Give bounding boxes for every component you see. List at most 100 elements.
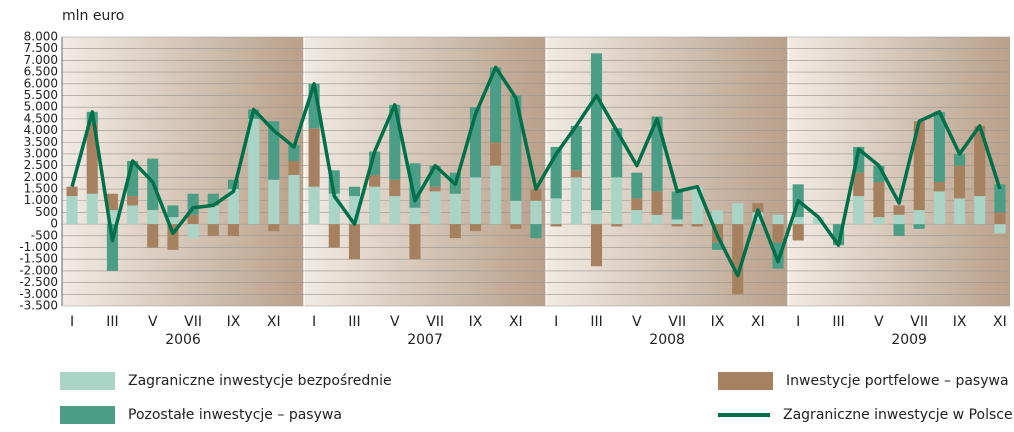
bar	[631, 210, 643, 225]
bar	[772, 224, 784, 243]
bar	[651, 214, 663, 225]
y-tick-label: 1.500	[24, 182, 58, 196]
y-tick-label: 5.500	[24, 88, 58, 102]
bar	[893, 224, 905, 236]
bar	[671, 191, 683, 220]
y-tick-label: 2.000	[24, 170, 58, 184]
bar	[86, 193, 98, 225]
bar	[530, 224, 542, 239]
bar	[772, 242, 784, 269]
legend-swatch	[60, 406, 115, 424]
year-label: 2009	[891, 332, 927, 348]
bar	[369, 186, 381, 225]
bar	[106, 210, 118, 225]
x-tick-label: III	[348, 314, 360, 330]
bar	[651, 116, 663, 192]
bar	[348, 224, 361, 260]
y-tick-label: 4.000	[24, 123, 58, 137]
bar	[127, 205, 139, 225]
x-tick-label: XI	[751, 314, 765, 330]
bar	[772, 214, 784, 225]
bar	[994, 212, 1006, 225]
bar	[954, 198, 966, 225]
bar	[187, 224, 199, 239]
bar	[389, 104, 401, 180]
bar	[409, 207, 421, 225]
y-tick-label: 0	[50, 217, 58, 231]
x-tick-label: IX	[469, 314, 483, 330]
y-tick-label: 6.000	[24, 76, 58, 90]
bar	[308, 83, 320, 129]
bar	[490, 67, 502, 143]
x-tick-label: V	[874, 314, 884, 330]
bar	[227, 224, 239, 236]
bar	[691, 186, 703, 225]
bar	[873, 217, 885, 225]
x-tick-label: IX	[953, 314, 967, 330]
bar	[853, 196, 865, 225]
x-tick-label: IX	[711, 314, 725, 330]
year-band	[546, 37, 789, 306]
x-tick-label: VII	[668, 314, 686, 330]
bar	[308, 128, 320, 187]
y-tick-label: 3.500	[24, 135, 58, 149]
legend-label: Zagraniczne inwestycje w Polsce	[783, 407, 1013, 423]
bar	[167, 205, 179, 218]
bar	[288, 160, 300, 176]
bar	[449, 224, 461, 239]
bar	[429, 191, 441, 225]
y-tick-label: 500	[35, 205, 58, 219]
bar	[510, 200, 522, 225]
x-tick-label: V	[632, 314, 642, 330]
bar	[66, 186, 78, 197]
x-tick-label: XI	[267, 314, 281, 330]
bar	[469, 224, 482, 232]
x-tick-label: XI	[993, 314, 1007, 330]
bar	[893, 205, 905, 215]
bar	[348, 186, 361, 197]
y-tick-label: 3.000	[24, 146, 58, 160]
bar	[590, 224, 603, 267]
bar	[106, 224, 118, 271]
bar	[933, 111, 945, 183]
y-tick-label: -500	[31, 228, 58, 242]
y-tick-label: 4.500	[24, 111, 58, 125]
bar	[308, 186, 320, 225]
bar	[611, 128, 623, 178]
bar	[812, 217, 824, 225]
x-tick-label: VII	[910, 314, 928, 330]
bar	[994, 184, 1006, 213]
bar	[207, 224, 219, 236]
x-tick-label: III	[832, 314, 844, 330]
bar	[711, 210, 724, 225]
bar	[933, 182, 945, 192]
bar	[187, 214, 199, 225]
x-tick-label: III	[590, 314, 602, 330]
bar	[147, 210, 159, 225]
bar	[429, 165, 441, 187]
bar	[671, 224, 683, 227]
y-tick-label: -1.000	[19, 240, 58, 254]
bar	[147, 224, 159, 248]
bar	[631, 172, 643, 199]
year-label: 2007	[407, 332, 443, 348]
legend-swatch	[60, 372, 115, 390]
legend-label: Inwestycje portfelowe – pasywa	[786, 373, 1009, 389]
bar	[550, 224, 562, 227]
x-tick-label: VII	[184, 314, 202, 330]
bar	[288, 175, 300, 225]
bar	[590, 53, 603, 211]
bar	[611, 177, 623, 225]
bar	[833, 224, 845, 246]
bar	[490, 165, 502, 225]
x-tick-label: V	[148, 314, 158, 330]
bar	[913, 121, 925, 211]
y-tick-label: 8.000	[24, 30, 58, 44]
bar	[691, 224, 703, 227]
y-tick-label: -3.500	[19, 299, 58, 313]
bar	[752, 203, 764, 213]
bar	[732, 224, 744, 295]
bar	[711, 242, 724, 250]
y-tick-label: 7.000	[24, 53, 58, 67]
year-label: 2008	[649, 332, 685, 348]
